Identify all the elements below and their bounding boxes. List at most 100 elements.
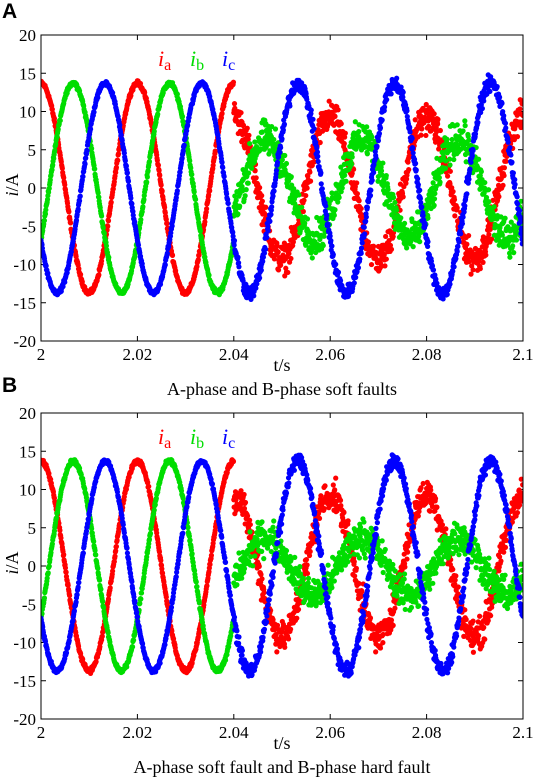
data-point [61,552,67,558]
data-point [84,148,90,154]
data-point [365,239,372,245]
data-point [181,142,187,148]
data-point [329,243,335,249]
data-point [416,233,422,239]
data-point [319,186,325,192]
data-point [341,140,347,147]
data-point [451,156,457,163]
data-point [472,131,479,137]
data-point [468,159,474,165]
data-point [50,162,56,168]
data-point [304,185,310,191]
data-point [519,101,523,107]
data-point [367,192,374,199]
data-point [447,168,453,174]
data-point [274,243,280,249]
data-point [447,162,453,168]
data-point [105,223,111,229]
data-point [251,293,257,299]
data-point [208,173,215,179]
data-point [370,169,377,176]
data-point [277,149,283,156]
data-point [233,497,239,503]
data-point [115,157,121,164]
data-point [232,105,238,111]
plot-area-a [41,72,523,302]
data-point [66,209,72,215]
data-point [144,174,150,180]
data-point [259,576,265,582]
data-point [355,265,362,271]
data-point [338,121,344,127]
y-tick-label: 5 [28,141,37,160]
y-tick-label: 10 [19,103,36,122]
data-point [368,261,375,268]
data-point [288,255,294,262]
panel-letter-b: B [2,374,17,397]
data-point [425,243,431,250]
data-point [420,212,426,219]
data-point [469,153,475,159]
data-point [129,201,135,207]
data-point [207,561,213,568]
data-point [422,222,428,228]
data-point [252,139,258,145]
data-point [339,185,345,191]
data-point [477,172,483,179]
data-point [189,171,195,178]
data-point [499,100,505,106]
x-tick-label: 2.1 [512,345,533,364]
data-point [156,167,162,174]
data-point [57,117,63,124]
data-point [415,176,421,182]
data-point [520,112,523,119]
data-point [249,165,255,171]
data-point [117,122,123,128]
data-point [82,161,88,167]
data-point [301,197,307,203]
data-point [257,275,263,281]
data-point [376,130,383,137]
data-point [155,111,161,117]
data-point [191,189,197,195]
legend-i_c: ic [222,46,235,74]
data-point [502,120,509,126]
data-point [401,220,408,226]
data-point [459,221,466,227]
data-point [248,296,254,302]
y-tick-label: -15 [13,294,36,313]
data-point [363,214,369,220]
data-point [412,160,419,167]
data-point [66,592,73,599]
data-point [496,194,502,200]
data-point [307,169,313,175]
y-tick-label: -20 [13,710,36,729]
data-point [419,126,425,132]
data-point [261,250,268,256]
data-point [460,214,466,220]
data-point [478,109,484,116]
data-point [519,225,523,231]
data-point [83,155,89,161]
data-point [513,237,520,243]
axes-frame-a [40,34,524,342]
data-point [465,180,471,186]
data-point [510,243,516,249]
data-point [262,246,269,252]
data-point [476,259,482,265]
data-point [442,165,449,171]
data-point [373,155,379,161]
data-point [123,163,129,169]
data-point [503,158,509,164]
data-point [128,195,134,201]
data-point [100,225,106,231]
data-point [259,198,265,204]
data-point [169,223,175,229]
data-point [507,254,513,260]
data-point [383,172,389,179]
data-point [77,193,83,199]
data-point [115,151,122,157]
data-point [225,200,231,207]
